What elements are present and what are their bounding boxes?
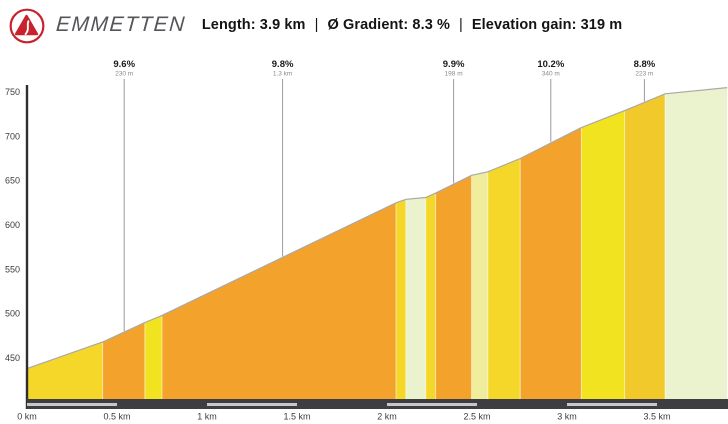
x-axis-label: 3.5 km xyxy=(643,412,670,422)
annotation-length-label: 1.3 km xyxy=(273,71,293,78)
gradient-segment xyxy=(102,322,145,399)
stat-length: Length: 3.9 km xyxy=(201,17,306,33)
gradient-segment xyxy=(425,193,436,399)
annotation-length-label: 340 m xyxy=(542,71,560,78)
climb-profile-svg: 9.6%230 m 9.8%1.3 km 9.9%198 m 10.2%340 m 8.… xyxy=(5,59,728,422)
profile-surface-line xyxy=(26,87,728,370)
y-axis-label: 500 xyxy=(5,309,20,319)
x-axis-label: 0 km xyxy=(17,412,37,422)
x-axis-label: 1 km xyxy=(197,412,217,422)
gradient-segment xyxy=(27,342,103,399)
gradient-segment xyxy=(396,199,406,399)
annotation-gradient-label: 8.8% xyxy=(634,59,656,70)
annotation-length-label: 198 m xyxy=(445,71,463,78)
x-axis-label: 0.5 km xyxy=(103,412,130,422)
gradient-segment xyxy=(162,202,396,399)
annotation-gradient-label: 10.2% xyxy=(537,59,564,70)
stat-elevation-gain: Elevation gain: 319 m xyxy=(471,17,623,33)
annotation-gradient-label: 9.8% xyxy=(272,59,294,70)
gradient-segment xyxy=(471,171,488,399)
y-axis-label: 750 xyxy=(5,87,20,97)
y-axis-label: 550 xyxy=(5,264,20,274)
y-axis-label: 700 xyxy=(5,131,20,141)
gradient-segment xyxy=(581,110,625,399)
gradient-segment xyxy=(520,127,582,399)
mountain-logo-icon xyxy=(8,7,46,45)
app-header: EMMETTEN Length: 3.9 km | Ø Gradient: 8.3 … xyxy=(0,0,728,50)
x-axis-label: 2.5 km xyxy=(463,412,490,422)
gradient-segment xyxy=(435,175,472,399)
stat-gradient: Ø Gradient: 8.3 % xyxy=(327,17,451,33)
annotation-gradient-label: 9.6% xyxy=(113,59,135,70)
gradient-segment xyxy=(487,158,521,399)
km-band-stripe xyxy=(207,403,297,406)
km-band-stripe xyxy=(387,403,477,406)
climb-profile-chart: 9.6% 230 m 9.8% 1.3 km 9.9% 198 m 10.2% 340 m 8.… xyxy=(0,54,728,424)
x-axis-label: 2 km xyxy=(377,412,397,422)
y-axis-label: 600 xyxy=(5,220,20,230)
gradient-segment xyxy=(405,197,426,399)
km-band-stripe xyxy=(567,403,657,406)
km-band-stripe xyxy=(27,403,117,406)
y-axis-label: 450 xyxy=(5,353,20,363)
annotation-length-label: 230 m xyxy=(115,71,133,78)
gradient-segment xyxy=(624,93,666,400)
page-title: EMMETTEN xyxy=(55,13,187,36)
annotation-gradient-label: 9.9% xyxy=(443,59,465,70)
y-axis-label: 650 xyxy=(5,176,20,186)
x-axis-label: 1.5 km xyxy=(283,412,310,422)
stat-separator: | xyxy=(459,17,463,33)
km-band xyxy=(27,399,728,409)
stat-separator: | xyxy=(314,17,319,33)
x-axis-label: 3 km xyxy=(557,412,577,422)
annotation-length-label: 223 m xyxy=(635,71,653,78)
gradient-segment xyxy=(665,87,728,399)
climb-stats: Length: 3.9 km | Ø Gradient: 8.3 % | Elevati… xyxy=(202,17,622,33)
gradient-segment xyxy=(144,315,162,399)
